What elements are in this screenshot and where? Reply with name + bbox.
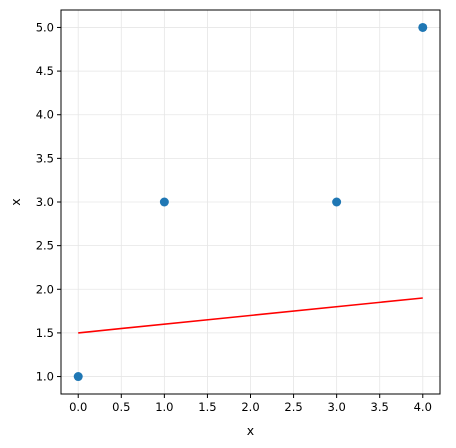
- y-tick-label: 4.5: [36, 64, 54, 78]
- y-tick-label: 1.5: [36, 326, 54, 340]
- y-axis-label: x: [8, 198, 23, 205]
- y-tick-label: 5.0: [36, 20, 54, 34]
- x-tick-label: 3.0: [327, 400, 345, 414]
- y-tick-label: 3.0: [36, 195, 54, 209]
- x-tick-label: 0.0: [69, 400, 87, 414]
- y-tick-label: 2.5: [36, 239, 54, 253]
- scatter-point: [159, 197, 169, 207]
- x-axis: 0.0 0.5 1.0 1.5 2.0 2.5 3.0 3.5 4.0: [69, 394, 432, 414]
- x-tick-label: 2.5: [284, 400, 302, 414]
- scatter-point: [418, 22, 428, 32]
- y-tick-label: 1.0: [36, 370, 54, 384]
- x-axis-label: x: [247, 423, 254, 438]
- x-tick-label: 1.5: [198, 400, 216, 414]
- scatter-point: [332, 197, 342, 207]
- line-series: [78, 297, 423, 334]
- y-tick-label: 2.0: [36, 282, 54, 296]
- y-tick-label: 3.5: [36, 151, 54, 165]
- x-tick-label: 1.0: [155, 400, 173, 414]
- y-tick-label: 4.0: [36, 108, 54, 122]
- x-tick-label: 4.0: [414, 400, 432, 414]
- x-tick-label: 0.5: [112, 400, 130, 414]
- y-axis: 1.0 1.5 2.0 2.5 3.0 3.5 4.0 4.5 5.0: [36, 20, 61, 384]
- grid: [61, 10, 440, 394]
- scatter-point: [73, 372, 83, 382]
- x-tick-label: 3.5: [371, 400, 389, 414]
- scatter-series: [73, 22, 428, 382]
- x-tick-label: 2.0: [241, 400, 259, 414]
- fit-line: [78, 297, 423, 334]
